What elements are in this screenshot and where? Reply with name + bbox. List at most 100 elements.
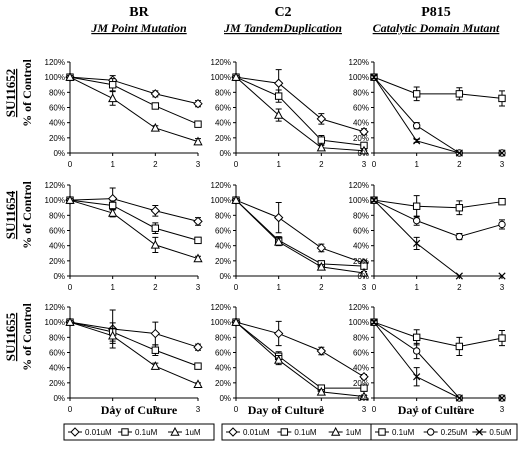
data-point	[455, 90, 464, 98]
column-subtitle-br: JM Point Mutation	[90, 21, 187, 35]
x-tick-label: 2	[153, 405, 158, 414]
y-tick-label: 120%	[45, 303, 65, 312]
x-tick-label: 3	[196, 405, 201, 414]
legend-2: 0.1uM 0.25uM 0.5uM	[370, 423, 518, 441]
data-point	[274, 92, 283, 100]
y-tick-label: 100%	[349, 318, 369, 327]
data-point	[316, 261, 326, 271]
panel-r2-c1: 0% 20% 40% 60% 80% 100% 120% 0 1 2 3	[211, 303, 369, 414]
legend-marker	[331, 426, 341, 436]
x-tick-label: 2	[457, 283, 462, 292]
y-tick-label: 0%	[53, 394, 65, 403]
x-tick-label: 0	[372, 283, 377, 292]
y-tick-label: 0%	[357, 149, 369, 158]
y-tick-label: 100%	[349, 73, 369, 82]
y-tick-label: 80%	[215, 333, 231, 342]
series-line	[373, 199, 502, 277]
x-tick-label: 3	[362, 283, 367, 292]
column-subtitle-c2: JM TandemDuplication	[223, 21, 342, 35]
xlabel-col2: Day of Culture	[398, 403, 475, 417]
data-point	[108, 93, 118, 103]
legend-marker	[70, 427, 80, 437]
y-tick-label: 120%	[45, 181, 65, 190]
data-point	[150, 89, 161, 99]
data-point	[151, 102, 160, 110]
row-ylabel-su11652: % of Control	[20, 58, 34, 126]
legend-marker	[475, 428, 483, 436]
series-line	[373, 76, 503, 99]
legend-label: 0.1uM	[135, 428, 158, 437]
y-tick-label: 20%	[215, 379, 231, 388]
data-point	[455, 272, 463, 280]
data-point	[359, 391, 369, 401]
series-line	[235, 321, 364, 389]
y-tick-label: 60%	[49, 227, 65, 236]
y-tick-label: 120%	[349, 303, 369, 312]
x-tick-label: 3	[362, 160, 367, 169]
data-point	[193, 99, 203, 109]
row-drug-su11654: SU11654	[3, 190, 18, 239]
data-point	[370, 196, 378, 204]
series-line	[373, 76, 502, 154]
x-tick-label: 0	[234, 405, 239, 414]
panel-r1-c2: 0% 20% 40% 60% 80% 100% 120% 0 1 2 3	[349, 181, 506, 292]
y-tick-label: 20%	[353, 379, 369, 388]
x-tick-label: 1	[414, 283, 419, 292]
series-line	[373, 321, 502, 399]
x-tick-label: 3	[500, 283, 505, 292]
y-tick-label: 0%	[357, 272, 369, 281]
x-tick-label: 0	[234, 283, 239, 292]
series-line	[69, 198, 199, 222]
y-tick-label: 0%	[53, 149, 65, 158]
legend-box	[63, 423, 215, 441]
x-tick-label: 2	[153, 283, 158, 292]
legend-0: 0.01uM 0.1uM 1uM	[63, 423, 215, 441]
y-tick-label: 20%	[215, 257, 231, 266]
x-tick-label: 0	[372, 160, 377, 169]
y-tick-label: 100%	[211, 73, 231, 82]
x-tick-label: 2	[319, 283, 324, 292]
series-0.1uM	[66, 318, 202, 370]
series-0.1uM	[232, 318, 368, 392]
series-1uM	[231, 195, 369, 277]
data-point	[193, 379, 203, 389]
y-tick-label: 40%	[353, 364, 369, 373]
series-0.25uM	[370, 73, 506, 157]
x-tick-label: 1	[276, 283, 281, 292]
data-point	[273, 212, 284, 223]
data-point	[194, 362, 202, 370]
y-tick-label: 20%	[49, 379, 65, 388]
y-tick-label: 80%	[215, 211, 231, 220]
legend-label: 0.1uM	[294, 428, 317, 437]
data-point	[316, 142, 326, 152]
data-point	[231, 195, 241, 204]
series-line	[235, 321, 365, 397]
panel-r0-c2: 0% 20% 40% 60% 80% 100% 120% 0 1 2 3	[349, 58, 506, 169]
data-point	[150, 328, 161, 339]
data-point	[359, 267, 369, 277]
series-0.01uM	[231, 195, 369, 268]
series-0.5uM	[370, 196, 506, 280]
x-tick-label: 2	[319, 405, 324, 414]
data-point	[498, 334, 506, 342]
legend-1: 0.01uM 0.1uM 1uM	[221, 423, 377, 441]
legend-marker	[170, 426, 180, 436]
panel-r0-c0: 0% 20% 40% 60% 80% 100% 120% 0 1 2 3	[45, 58, 203, 169]
data-point	[317, 136, 326, 144]
data-point	[193, 136, 203, 146]
legend-label: 0.01uM	[85, 428, 112, 437]
y-tick-label: 20%	[353, 257, 369, 266]
series-0.1uM	[66, 73, 202, 128]
y-tick-label: 120%	[45, 58, 65, 67]
data-point	[65, 317, 75, 326]
data-point	[413, 239, 421, 248]
legend-label: 0.1uM	[392, 428, 415, 437]
y-tick-label: 80%	[353, 333, 369, 342]
x-tick-label: 2	[319, 160, 324, 169]
y-tick-label: 0%	[53, 272, 65, 281]
data-point	[150, 361, 160, 370]
data-point	[316, 243, 327, 253]
data-point	[65, 195, 75, 204]
series-line	[373, 199, 503, 238]
